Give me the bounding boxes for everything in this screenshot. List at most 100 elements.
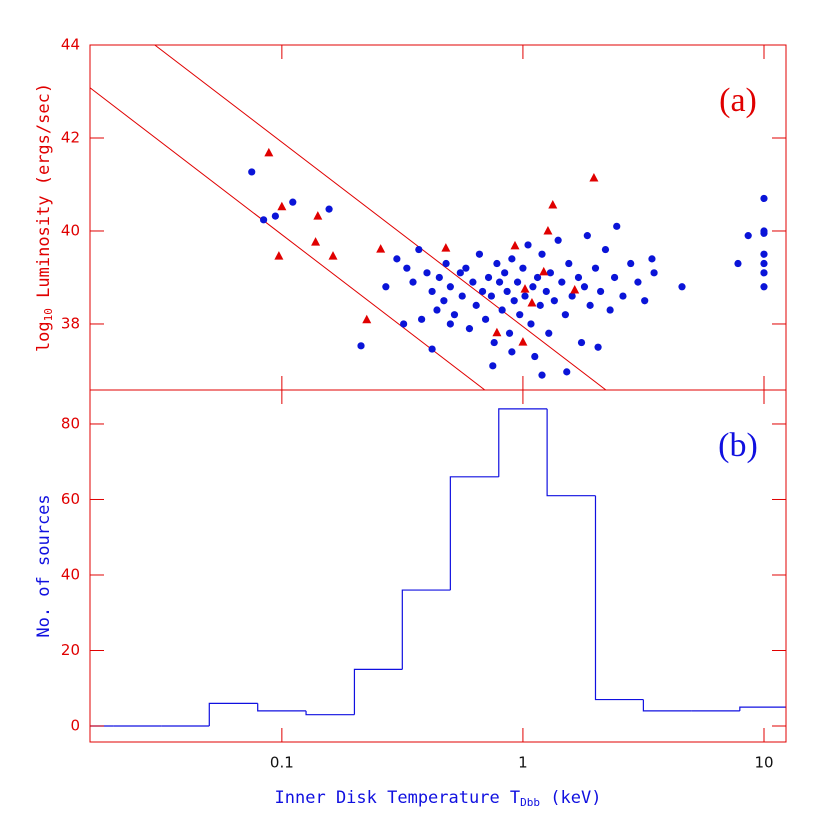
circle-point bbox=[538, 250, 546, 258]
circle-point bbox=[393, 255, 401, 263]
panel-label: (a) bbox=[719, 82, 757, 119]
circle-point bbox=[450, 311, 459, 319]
x-axis-label-part: Dbb bbox=[520, 796, 540, 809]
circle-point bbox=[484, 273, 493, 282]
circle-point bbox=[760, 269, 768, 277]
y-axis-label-part: log bbox=[34, 321, 54, 352]
triangle-point bbox=[510, 240, 520, 250]
circle-point bbox=[325, 205, 333, 213]
circle-point bbox=[487, 292, 495, 300]
circle-point bbox=[568, 292, 576, 300]
x-axis-label: Inner Disk Temperature TDbb (keV) bbox=[275, 788, 602, 809]
circle-point bbox=[760, 194, 768, 203]
y-axis-label-part: 10 bbox=[42, 308, 55, 321]
triangle-point bbox=[539, 266, 549, 276]
circle-point bbox=[563, 368, 571, 376]
circle-point bbox=[596, 287, 605, 296]
x-tick-label: 1 bbox=[518, 754, 528, 772]
triangle-point bbox=[441, 243, 451, 252]
circle-point bbox=[260, 216, 268, 224]
histogram-step bbox=[305, 710, 355, 716]
y-tick-label: 0 bbox=[70, 716, 80, 734]
circle-point bbox=[440, 297, 448, 305]
triangle-point bbox=[492, 327, 502, 337]
circle-point bbox=[446, 283, 454, 291]
circle-point bbox=[495, 278, 504, 286]
circle-point bbox=[435, 273, 443, 282]
circle-point bbox=[533, 273, 542, 282]
circle-point bbox=[606, 306, 614, 314]
triangle-point bbox=[589, 172, 599, 182]
circle-point bbox=[545, 329, 553, 337]
histogram-step bbox=[546, 408, 596, 497]
triangle-point bbox=[328, 251, 338, 260]
circle-point bbox=[510, 297, 518, 305]
circle-point bbox=[508, 348, 516, 356]
circle-point bbox=[538, 371, 546, 379]
circle-point bbox=[577, 338, 586, 347]
triangle-point bbox=[520, 284, 530, 293]
circle-point bbox=[508, 255, 516, 263]
circle-point bbox=[527, 320, 535, 328]
circle-point bbox=[574, 273, 583, 282]
circle-point bbox=[619, 292, 627, 300]
frame bbox=[89, 389, 787, 743]
circle-point bbox=[734, 259, 742, 268]
circle-point bbox=[462, 264, 470, 272]
histogram-step bbox=[401, 589, 451, 670]
histogram-step bbox=[353, 668, 403, 715]
y-tick-label: 38 bbox=[61, 314, 80, 332]
circle-point bbox=[415, 245, 423, 254]
circle-point bbox=[558, 278, 566, 286]
circle-point bbox=[561, 311, 569, 319]
circle-point bbox=[489, 362, 497, 370]
triangle-point bbox=[313, 211, 323, 220]
y-tick-label: 60 bbox=[61, 490, 80, 508]
circle-point bbox=[469, 278, 477, 286]
y-axis-label-part: Luminosity (ergs/sec) bbox=[34, 83, 54, 308]
circle-point bbox=[289, 198, 297, 206]
circle-point bbox=[409, 278, 417, 286]
x-axis-label-part: (keV) bbox=[540, 788, 601, 808]
circle-point bbox=[446, 320, 454, 328]
y-axis-label: No. of sources bbox=[34, 494, 54, 637]
circle-point bbox=[248, 168, 256, 176]
histogram-step bbox=[449, 476, 499, 591]
circle-point bbox=[760, 229, 768, 237]
triangle-point bbox=[264, 147, 274, 157]
circle-point bbox=[465, 325, 474, 333]
circle-point bbox=[428, 287, 436, 296]
circle-point bbox=[475, 250, 484, 258]
circle-point bbox=[641, 297, 649, 305]
triangle-point bbox=[362, 314, 372, 324]
circle-point bbox=[583, 232, 591, 240]
circle-point bbox=[271, 212, 279, 220]
x-axis-label-part: Inner Disk Temperature T bbox=[275, 788, 521, 808]
circle-point bbox=[503, 287, 511, 296]
histogram-step bbox=[208, 702, 258, 726]
histogram-step bbox=[739, 706, 786, 711]
circle-point bbox=[428, 345, 436, 353]
y-tick-label: 42 bbox=[61, 128, 80, 146]
circle-point bbox=[456, 269, 464, 277]
plot-area bbox=[90, 408, 786, 727]
triangle-point bbox=[570, 285, 580, 294]
circle-point bbox=[634, 278, 642, 286]
circle-point bbox=[554, 236, 562, 244]
circle-point bbox=[433, 306, 441, 314]
circle-point bbox=[478, 287, 487, 296]
circle-point bbox=[610, 273, 619, 282]
histogram-step bbox=[257, 703, 307, 712]
circle-point bbox=[760, 250, 768, 258]
x-tick-label: 10 bbox=[754, 754, 773, 772]
circle-point bbox=[529, 283, 537, 291]
y-tick-label: 40 bbox=[61, 221, 80, 239]
triangle-point bbox=[376, 244, 386, 253]
circle-point bbox=[505, 329, 514, 337]
triangle-point bbox=[548, 199, 558, 209]
circle-point bbox=[498, 306, 506, 314]
triangle-point bbox=[543, 225, 553, 235]
circle-point bbox=[423, 269, 431, 277]
circle-point bbox=[627, 259, 635, 268]
frame bbox=[89, 44, 787, 391]
